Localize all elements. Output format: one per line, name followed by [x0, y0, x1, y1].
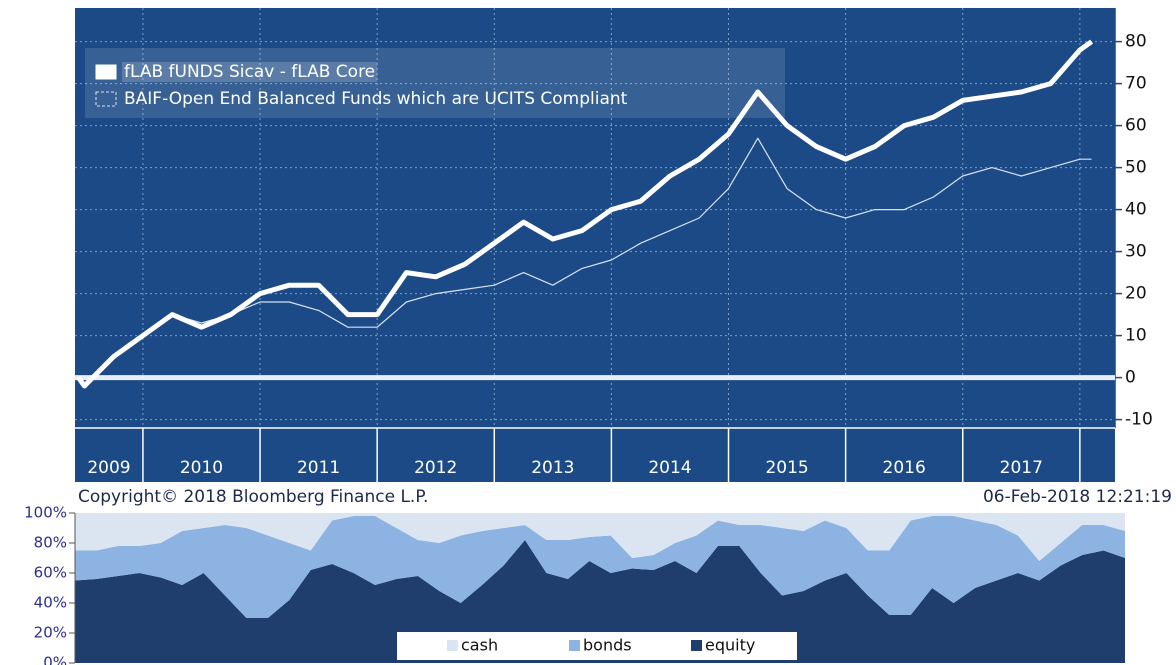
y-tick-label: 100%: [24, 504, 67, 522]
y-tick-label: 60%: [34, 564, 67, 582]
legend-swatch: [569, 640, 580, 651]
x-tick-label: 2013: [531, 458, 574, 478]
y-tick-label: -10: [1125, 410, 1153, 430]
legend-swatch: [95, 91, 117, 107]
legend-swatch: [95, 64, 117, 80]
area: [75, 540, 1125, 663]
x-tick-label: 2017: [1000, 458, 1043, 478]
series-line: [76, 39, 1094, 389]
legend-box: [397, 632, 797, 660]
legend-box: [85, 48, 785, 118]
y-tick-label: 0: [1125, 368, 1136, 388]
x-tick-label: 2016: [883, 458, 926, 478]
legend-highlight: [122, 62, 378, 82]
y-tick-label: 60: [1125, 116, 1147, 136]
legend-label: BAIF-Open End Balanced Funds which are U…: [124, 89, 628, 109]
x-tick-label: 2011: [297, 458, 340, 478]
x-tick-label: 2009: [87, 458, 130, 478]
footer-left: Copyright© 2018 Bloomberg Finance L.P.: [78, 487, 428, 507]
legend-label: bonds: [583, 636, 632, 655]
y-tick-label: 40: [1125, 200, 1147, 220]
area: [75, 516, 1125, 618]
y-tick-label: 50: [1125, 158, 1147, 178]
x-tick-label: 2015: [765, 458, 808, 478]
x-tick-label: 2010: [180, 458, 223, 478]
y-tick-label: 0%: [43, 654, 67, 665]
y-tick-label: 80%: [34, 534, 67, 552]
y-tick-label: 10: [1125, 326, 1147, 346]
y-tick-label: 20: [1125, 284, 1147, 304]
y-tick-label: 20%: [34, 624, 67, 642]
y-tick-label: 30: [1125, 242, 1147, 262]
legend-swatch: [447, 640, 458, 651]
plot-background: [75, 8, 1115, 482]
x-tick-label: 2014: [648, 458, 691, 478]
y-tick-label: 80: [1125, 32, 1147, 52]
x-tick-label: 2012: [414, 458, 457, 478]
legend-swatch: [691, 640, 702, 651]
area: [75, 513, 1125, 561]
legend-label: equity: [705, 636, 755, 655]
y-tick-label: 40%: [34, 594, 67, 612]
y-tick-label: 70: [1125, 74, 1147, 94]
footer-right: 06-Feb-2018 12:21:19: [983, 487, 1172, 507]
legend-label: cash: [461, 636, 498, 655]
legend-label: fLAB fUNDS Sicav - fLAB Core: [124, 62, 375, 82]
